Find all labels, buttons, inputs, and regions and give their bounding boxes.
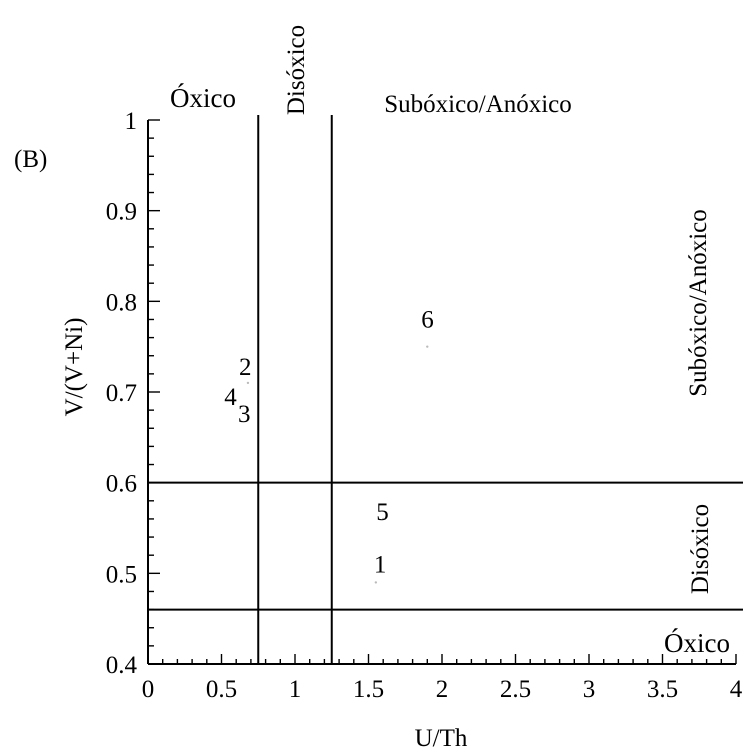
y-tick-label: 0.4 (106, 652, 138, 679)
point-label: 1 (374, 551, 387, 578)
x-tick-label: 3 (583, 676, 596, 703)
x-tick-label: 0.5 (206, 676, 237, 703)
y-tick-label: 0.9 (106, 199, 137, 226)
axes: 0 0.5 1 1.5 2 2.5 3 3.5 4 0.4 0.5 0.6 0.7 0.8 0.9 1 (106, 108, 743, 703)
x-tick-label: 1.5 (353, 676, 384, 703)
x-tick-label: 0 (142, 676, 155, 703)
zone-label-top-dysoxic: Disóxico (283, 25, 310, 115)
point-label: 3 (238, 401, 251, 428)
data-point (382, 517, 385, 521)
x-tick-label: 3.5 (647, 676, 678, 703)
data-points: 1 2 34 5 6 (224, 307, 434, 584)
data-point (246, 381, 250, 385)
zone-label-right-dysoxic: Disóxico (687, 504, 714, 594)
zone-label-right-suboxic: Subóxico/Anóxico (685, 209, 712, 397)
y-axis-title: V/(V+Ni) (61, 318, 88, 417)
zone-label-right-oxic: Óxico (664, 628, 730, 658)
zone-label-top-oxic: Óxico (170, 83, 236, 113)
panel-label: (B) (14, 146, 47, 173)
point-label: 4 (224, 384, 237, 411)
data-point (232, 399, 235, 403)
y-tick-label: 0.8 (106, 289, 137, 316)
y-tick-label: 0.6 (106, 471, 137, 498)
x-tick-label: 4 (730, 676, 743, 703)
data-point (246, 408, 250, 412)
y-tick-label: 0.5 (106, 561, 137, 588)
point-label: 5 (376, 499, 389, 526)
x-tick-label: 2.5 (500, 676, 531, 703)
point-label: 2 (239, 354, 252, 381)
point-label: 6 (421, 307, 434, 334)
x-tick-label: 1 (289, 676, 302, 703)
y-tick-label: 0.7 (106, 380, 137, 407)
data-point (374, 581, 378, 584)
x-tick-label: 2 (436, 676, 449, 703)
threshold-lines (148, 115, 743, 664)
x-axis-title: U/Th (415, 725, 468, 752)
y-tick-label: 1 (125, 108, 138, 135)
zone-label-top-suboxic: Subóxico/Anóxico (384, 91, 572, 118)
data-point (426, 345, 429, 348)
